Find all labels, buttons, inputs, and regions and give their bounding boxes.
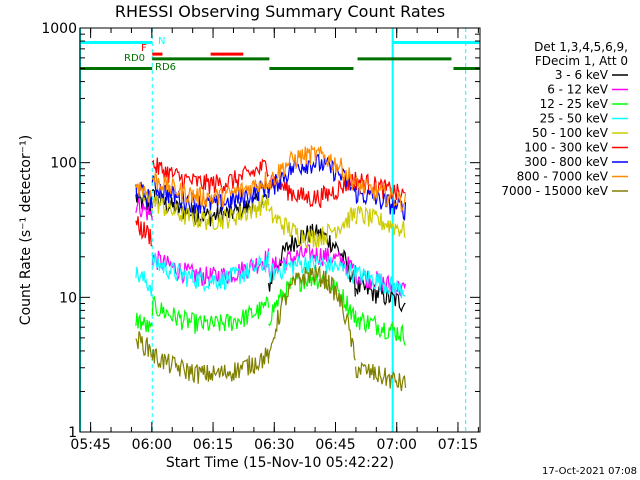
x-tick-label: 06:30 xyxy=(254,437,294,453)
legend-header-line-2: FDecim 1, Att 0 xyxy=(535,54,628,68)
legend-label: 100 - 300 keV xyxy=(524,141,608,155)
x-tick-label: 06:45 xyxy=(315,437,355,453)
x-tick-label: 06:00 xyxy=(132,437,172,453)
x-tick-label: 07:00 xyxy=(377,437,417,453)
y-tick-label: 1000 xyxy=(41,21,77,37)
legend-label: 25 - 50 keV xyxy=(540,112,609,126)
legend-header-line-1: Det 1,3,4,5,6,9, xyxy=(534,40,628,54)
series-line-5 xyxy=(135,157,406,247)
series-line-2 xyxy=(135,270,407,346)
legend-label: 50 - 100 keV xyxy=(532,126,609,140)
flag-label-rd6: RD6 xyxy=(155,62,176,73)
x-tick-label: 06:15 xyxy=(193,437,233,453)
y-tick-label: 100 xyxy=(50,156,77,172)
legend-label: 6 - 12 keV xyxy=(547,83,609,97)
x-tick-label: 07:15 xyxy=(438,437,478,453)
series-line-3 xyxy=(135,251,406,299)
legend-label: 300 - 800 keV xyxy=(524,155,608,169)
x-axis-label: Start Time (15-Nov-10 05:42:22) xyxy=(166,455,394,471)
legend-label: 12 - 25 keV xyxy=(540,97,609,111)
flag-label-n: N xyxy=(158,36,165,47)
axes-layer: 1 10 100 1000 05:45 06:00 06:15 06:30 06:45 07:00… xyxy=(41,21,480,453)
flag-label-rd0: RD0 xyxy=(124,53,145,64)
series-line-1 xyxy=(135,197,407,298)
x-tick-label: 05:45 xyxy=(70,437,110,453)
series-line-7 xyxy=(135,145,407,214)
flag-label-f: F xyxy=(141,43,147,54)
y-tick-label: 10 xyxy=(59,290,77,306)
legend-label: 3 - 6 keV xyxy=(555,68,609,82)
y-tick-label: 1 xyxy=(68,425,77,441)
plot-frame xyxy=(79,27,481,433)
flag-layer xyxy=(80,41,480,71)
legend-label: 800 - 7000 keV xyxy=(517,170,609,184)
series-line-8 xyxy=(135,265,407,392)
footer-date: 17-Oct-2021 07:08 xyxy=(542,466,637,477)
data-layer xyxy=(79,28,467,432)
y-axis-label: Count Rate (s⁻¹ detector⁻¹) xyxy=(18,135,34,325)
series-line-6 xyxy=(135,154,407,221)
legend-label: 7000 - 15000 keV xyxy=(501,184,608,198)
chart-title: RHESSI Observing Summary Count Rates xyxy=(115,2,445,21)
series-line-4 xyxy=(135,183,406,248)
